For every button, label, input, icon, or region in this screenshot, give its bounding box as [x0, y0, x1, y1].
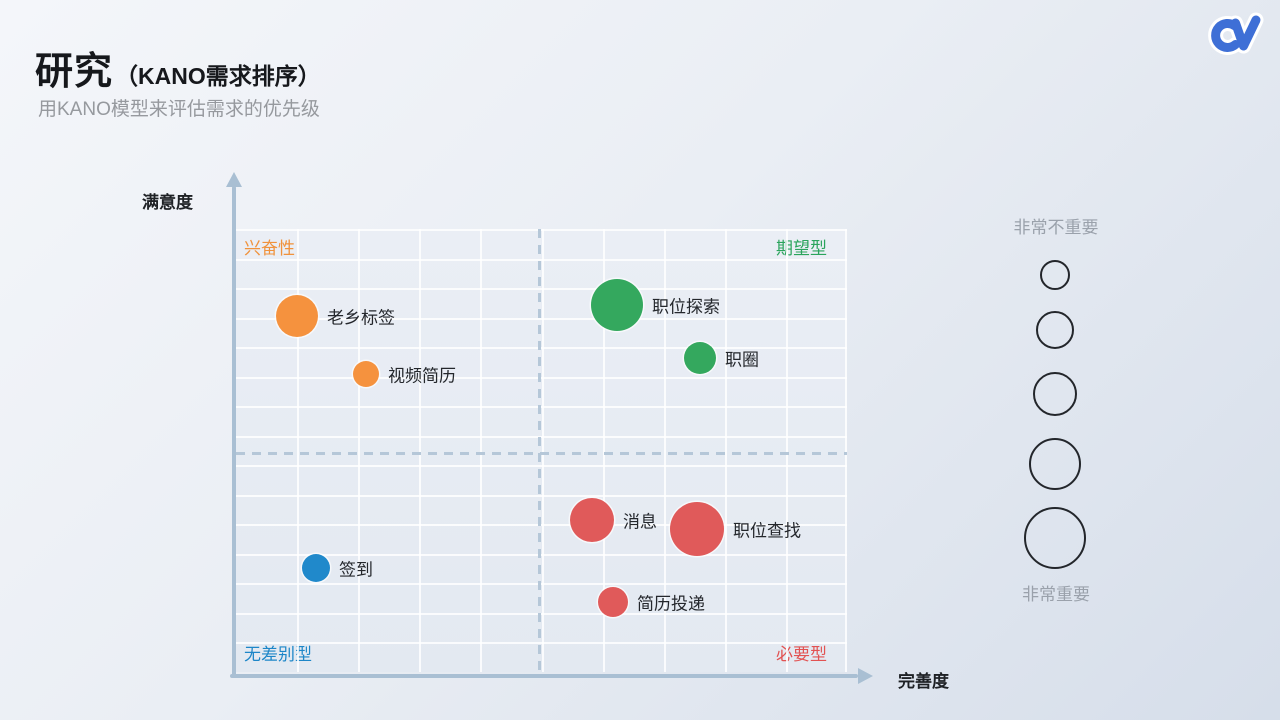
gridline-vertical — [845, 229, 847, 672]
bubble-老乡标签 — [276, 295, 318, 337]
gridline-horizontal — [236, 613, 847, 615]
gridline-vertical — [664, 229, 666, 672]
gridline-horizontal — [236, 554, 847, 556]
bubble-label-老乡标签: 老乡标签 — [327, 308, 395, 328]
bubble-label-签到: 签到 — [339, 560, 373, 580]
bubble-职位查找 — [670, 502, 724, 556]
bubble-签到 — [302, 554, 330, 582]
y-axis-line — [232, 186, 236, 678]
page-title-main: 研究 — [35, 51, 114, 93]
gridline-horizontal — [236, 642, 847, 644]
quadrant-label-expected: 期望型 — [776, 239, 827, 258]
gridline-vertical — [786, 229, 788, 672]
gridline-vertical — [542, 229, 544, 672]
bubble-label-消息: 消息 — [623, 512, 657, 532]
legend-size-circle — [1029, 438, 1081, 490]
bubble-label-简历投递: 简历投递 — [637, 594, 705, 614]
gridline-vertical — [358, 229, 360, 672]
bubble-label-视频简历: 视频简历 — [388, 366, 456, 386]
quadrant-divider-horizontal — [236, 452, 847, 455]
bubble-消息 — [570, 498, 614, 542]
x-axis-line — [230, 674, 858, 678]
page-title-paren: （KANO需求排序） — [115, 63, 321, 89]
gridline-horizontal — [236, 583, 847, 585]
gridline-horizontal — [236, 436, 847, 438]
quadrant-divider-vertical — [538, 229, 541, 672]
bubble-视频简历 — [353, 361, 379, 387]
y-axis-label: 满意度 — [142, 193, 193, 212]
y-axis-arrow-icon — [226, 172, 242, 187]
legend-label-very-important: 非常重要 — [1022, 585, 1090, 604]
gridline-horizontal — [236, 318, 847, 320]
bubble-label-职圈: 职圈 — [725, 350, 759, 370]
gridline-vertical — [297, 229, 299, 672]
bubble-职圈 — [684, 342, 716, 374]
gridline-vertical — [603, 229, 605, 672]
gridline-vertical — [419, 229, 421, 672]
bubble-label-职位探索: 职位探索 — [652, 297, 720, 317]
legend-label-not-important: 非常不重要 — [1013, 218, 1099, 237]
page-subtitle: 用KANO模型来评估需求的优先级 — [38, 99, 320, 120]
gridline-horizontal — [236, 259, 847, 261]
gridline-horizontal — [236, 524, 847, 526]
gridline-horizontal — [236, 347, 847, 349]
gridline-horizontal — [236, 377, 847, 379]
page-title: 研究 （KANO需求排序） — [35, 40, 321, 95]
legend-size-circle — [1036, 311, 1074, 349]
legend-size-circle — [1033, 372, 1077, 416]
legend-size-circle — [1040, 260, 1070, 290]
gridline-vertical — [480, 229, 482, 672]
bubble-简历投递 — [598, 587, 628, 617]
bubble-label-职位查找: 职位查找 — [733, 521, 801, 541]
gridline-horizontal — [236, 229, 847, 231]
gridline-horizontal — [236, 288, 847, 290]
quadrant-label-must-be: 必要型 — [776, 645, 827, 664]
quadrant-label-indifferent: 无差别型 — [244, 645, 312, 664]
kano-quadrant-chart: 兴奋性 期望型 无差别型 必要型 老乡标签视频简历 职位探索职圈消息 职位查找简历投… — [236, 229, 847, 672]
legend-size-circle — [1024, 507, 1086, 569]
bubble-职位探索 — [591, 279, 643, 331]
gridline-horizontal — [236, 465, 847, 467]
gridline-horizontal — [236, 495, 847, 497]
gridline-horizontal — [236, 406, 847, 408]
gridline-vertical — [725, 229, 727, 672]
cv-logo-icon — [1202, 10, 1266, 60]
x-axis-label: 完善度 — [898, 672, 949, 691]
quadrant-label-exciter: 兴奋性 — [244, 239, 295, 258]
x-axis-arrow-icon — [858, 668, 873, 684]
